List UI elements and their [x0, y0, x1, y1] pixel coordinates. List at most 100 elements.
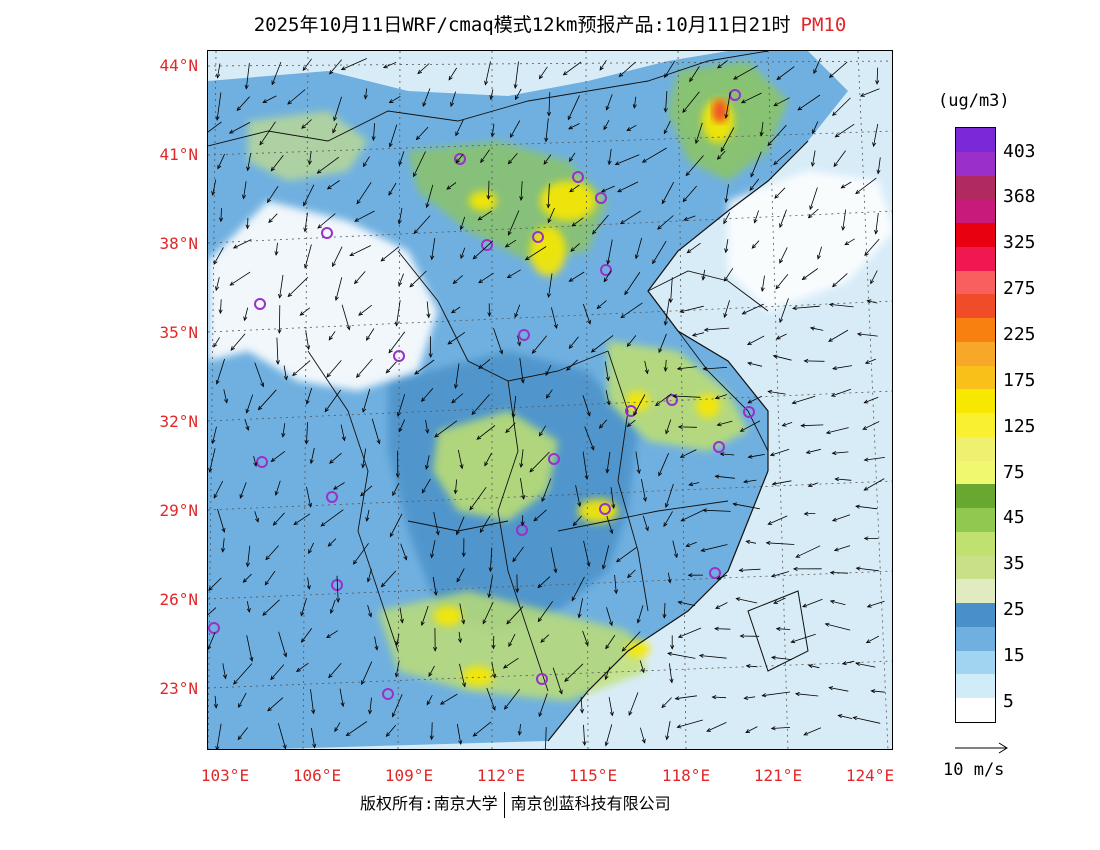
wind-vector-head [775, 626, 781, 631]
colorbar-swatch [956, 175, 995, 200]
wind-vector [724, 300, 730, 318]
wind-vector-head [803, 358, 809, 364]
wind-vector-head [773, 102, 779, 107]
wind-vector-head [685, 543, 691, 547]
wind-vector [529, 451, 550, 473]
wind-vector-head [856, 332, 862, 337]
wind-vector-head [428, 353, 433, 359]
wind-vector [563, 61, 582, 76]
wind-vector-head [633, 411, 638, 417]
wind-vector-head [459, 225, 464, 231]
wind-vector [300, 598, 307, 616]
wind-vector [505, 422, 516, 433]
wind-vector [264, 570, 276, 586]
wind-vector [614, 574, 617, 594]
wind-vector-head [698, 653, 704, 658]
wind-vector [644, 360, 648, 374]
wind-vector [409, 270, 427, 288]
wind-vector-head [568, 344, 574, 350]
wind-vector-head [682, 108, 687, 114]
wind-vector [639, 660, 645, 673]
wind-vector-head [385, 368, 391, 374]
wind-vector [808, 482, 819, 487]
wind-vector-head [311, 709, 316, 715]
wind-vector-head [779, 318, 784, 324]
wind-vector-head [392, 712, 396, 718]
wind-vector [792, 395, 816, 404]
wind-vector [695, 122, 703, 144]
wind-vector [564, 663, 584, 682]
wind-vector-head [491, 706, 496, 711]
wind-vector [867, 300, 878, 304]
wind-vector-head [592, 229, 597, 235]
wind-vector-head [670, 645, 675, 650]
wind-vector-head [361, 680, 365, 686]
wind-vector-head [680, 517, 686, 522]
wind-vector [619, 61, 636, 77]
wind-vector [795, 545, 821, 558]
wind-vector [772, 480, 792, 485]
wind-vector-head [665, 503, 669, 508]
wind-vector-head [514, 313, 519, 318]
wind-vector [865, 358, 876, 364]
wind-vector [864, 238, 880, 256]
wind-vector [367, 604, 372, 617]
wind-vector-head [571, 596, 576, 602]
wind-vector-head [507, 159, 513, 165]
wind-vector [725, 184, 729, 203]
wind-vector-head [242, 578, 248, 583]
wind-vector [349, 245, 371, 256]
wind-vector-head [471, 410, 476, 416]
wind-vector [517, 335, 521, 346]
wind-vector [421, 478, 431, 494]
wind-vector-head [451, 398, 456, 404]
wind-vector-head [358, 311, 363, 316]
wind-vector [341, 304, 350, 330]
wind-vector [346, 721, 368, 736]
wind-vector [539, 66, 548, 79]
wind-vector [871, 690, 885, 693]
wind-vector [622, 631, 641, 652]
wind-vector [663, 602, 666, 618]
wind-vector [596, 300, 607, 309]
wind-vector-head [568, 125, 573, 130]
wind-vector-head [245, 562, 250, 568]
wind-vector [246, 601, 250, 613]
wind-vector-head [502, 664, 508, 669]
wind-vector-head [545, 394, 551, 399]
wind-vector [304, 212, 308, 232]
wind-vector [451, 393, 464, 404]
wind-vector-head [334, 296, 339, 301]
wind-vector [701, 544, 728, 552]
wind-vector [302, 58, 312, 71]
wind-vector [747, 362, 763, 367]
wind-vector [652, 240, 667, 264]
wind-vector-head [461, 619, 466, 625]
wind-vector [548, 92, 551, 116]
wind-vector [490, 89, 494, 100]
wind-vector-head [724, 248, 729, 254]
wind-vector-head [706, 727, 712, 732]
wind-vector-head [663, 522, 668, 528]
wind-vector [762, 691, 791, 697]
wind-vector [414, 359, 435, 375]
wind-vector [456, 568, 465, 582]
wind-vector [606, 607, 613, 626]
wind-vector [446, 182, 457, 190]
wind-vector [510, 120, 521, 138]
wind-vector-head [590, 445, 595, 451]
wind-vector [830, 600, 846, 606]
wind-vector-head [691, 332, 697, 337]
wind-vector-head [809, 326, 815, 331]
wind-vector-head [790, 639, 796, 644]
wind-vector-head [520, 521, 525, 527]
wind-vector-head [771, 481, 777, 486]
wind-vector-head [362, 408, 367, 413]
map-panel[interactable] [207, 50, 893, 750]
wind-vector [835, 123, 855, 138]
colorbar-label-15: 15 [1003, 645, 1025, 666]
wind-vector [278, 631, 287, 657]
wind-vector-head [567, 115, 572, 121]
wind-vector-head [307, 160, 312, 166]
wind-vector [768, 391, 786, 395]
